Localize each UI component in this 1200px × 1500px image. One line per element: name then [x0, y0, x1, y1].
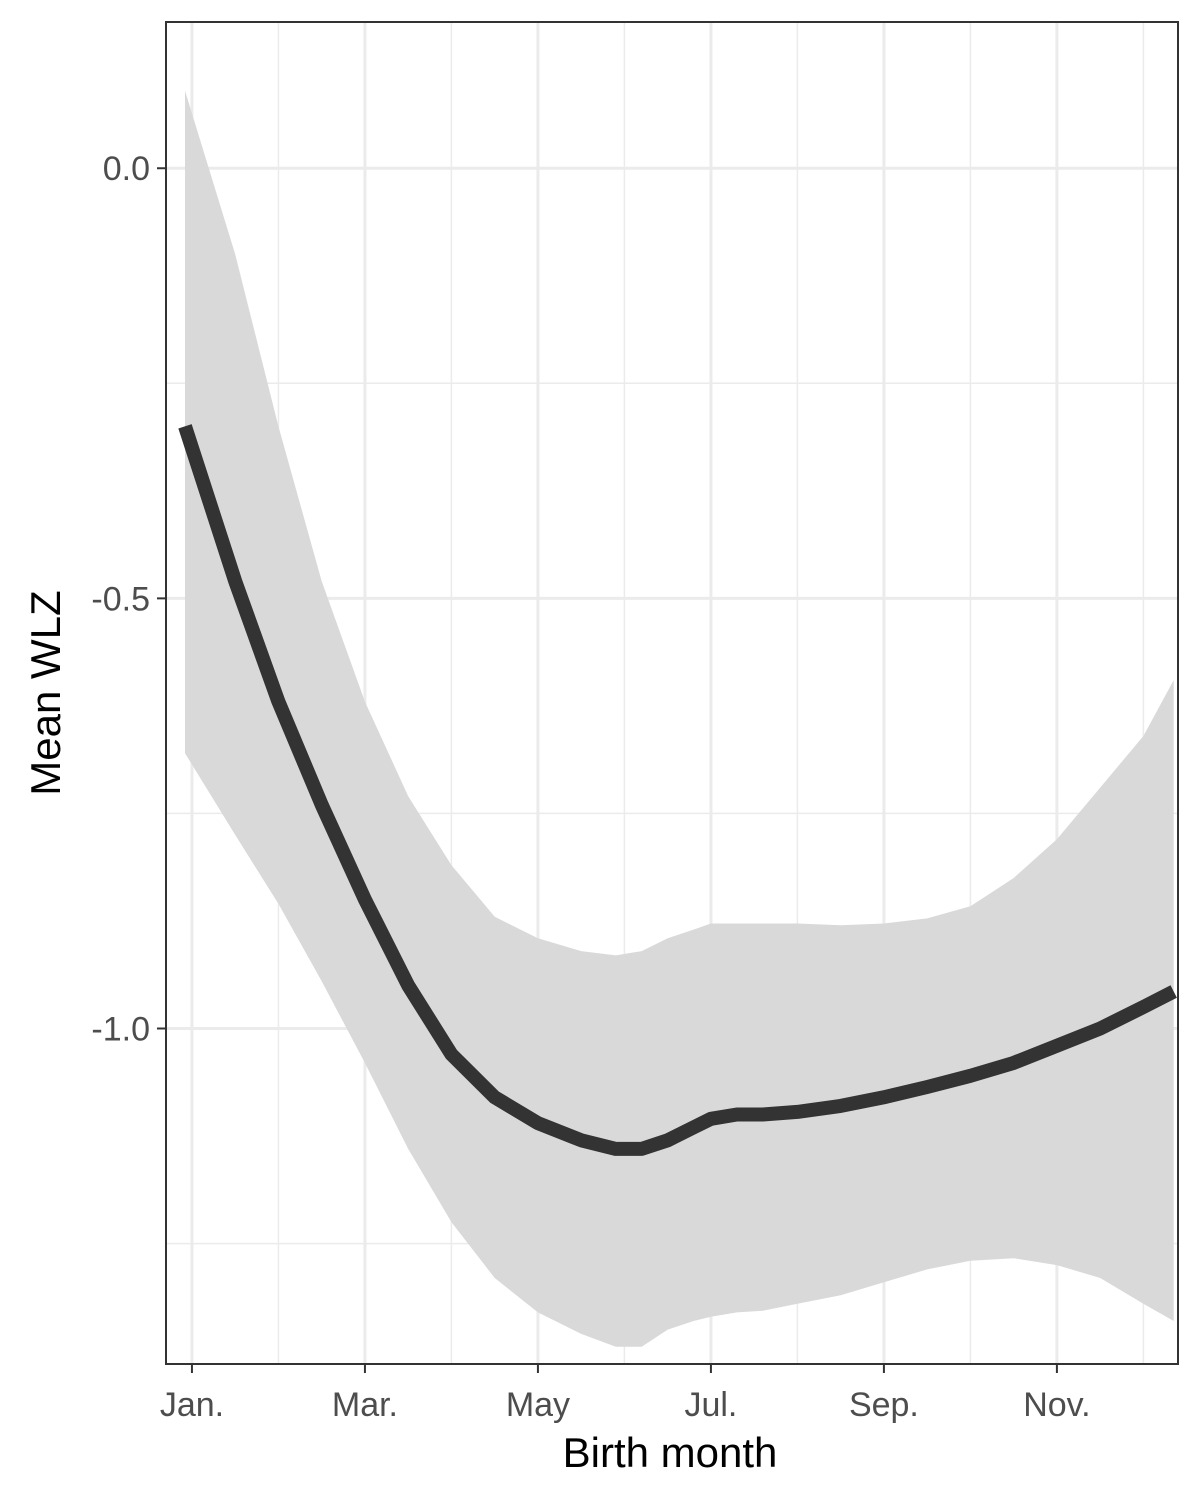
panel-border [165, 21, 1179, 1365]
y-tick-label: -1.0 [91, 1011, 150, 1049]
x-tick-label: Jan. [160, 1386, 224, 1424]
y-axis-ticks: 0.0 -0.5 -1.0 [91, 150, 166, 1049]
x-tick-label: Jul. [684, 1386, 737, 1424]
x-tick-label: Sep. [849, 1386, 919, 1424]
x-axis-title: Birth month [563, 1429, 778, 1476]
y-axis-title: Mean WLZ [22, 590, 69, 795]
major-gridlines [166, 22, 1178, 1364]
x-tick-label: May [506, 1386, 570, 1424]
x-tick-label: Nov. [1023, 1386, 1090, 1424]
x-tick-label: Mar. [332, 1386, 398, 1424]
smooth-trend-line [178, 424, 1177, 1156]
y-tick-label: -0.5 [91, 580, 150, 618]
x-axis-ticks: Jan. Mar. May Jul. Sep. Nov. [160, 1364, 1091, 1424]
y-tick-label: 0.0 [103, 150, 150, 188]
